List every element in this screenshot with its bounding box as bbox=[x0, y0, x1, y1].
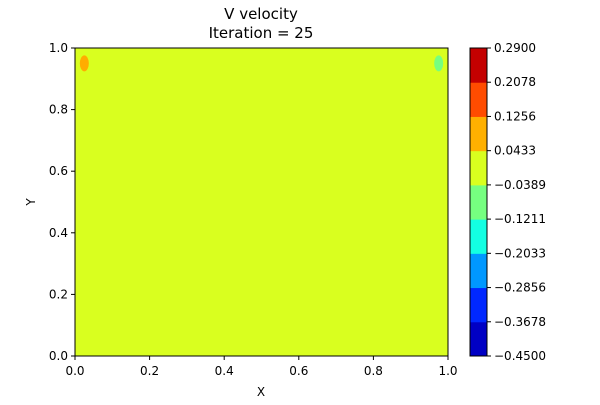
colorbar-tick-label: −0.2856 bbox=[494, 281, 546, 295]
y-tick-label: 0.8 bbox=[49, 103, 68, 117]
chart-title: V velocity bbox=[224, 5, 298, 23]
y-tick-label: 1.0 bbox=[49, 41, 68, 55]
colorbar-segment bbox=[470, 48, 487, 83]
x-tick-label: 1.0 bbox=[438, 364, 457, 378]
colorbar-segment bbox=[470, 82, 487, 117]
y-axis-label: Y bbox=[24, 198, 38, 207]
contour-feature-1 bbox=[434, 55, 444, 72]
colorbar-segment bbox=[470, 321, 487, 357]
y-tick-label: 0.0 bbox=[49, 349, 68, 363]
colorbar-segment bbox=[470, 184, 487, 220]
contour-feature-0 bbox=[79, 55, 89, 72]
colorbar-frame bbox=[469, 47, 488, 357]
colorbar-segment bbox=[470, 253, 487, 289]
colorbar-segment bbox=[470, 116, 487, 152]
colorbar-tick-label: −0.3678 bbox=[494, 315, 546, 329]
y-axis: 0.0 0.2 0.4 0.6 0.8 1.0 bbox=[49, 41, 75, 363]
x-axis: 0.0 0.2 0.4 0.6 0.8 1.0 bbox=[65, 356, 458, 378]
colorbar-tick-label: 0.1256 bbox=[494, 109, 536, 123]
colorbar-segment bbox=[470, 219, 487, 254]
colorbar-segment bbox=[470, 150, 487, 186]
colorbar-tick-label: 0.2900 bbox=[494, 41, 536, 55]
colorbar-tick-label: −0.0389 bbox=[494, 178, 546, 192]
colorbar: −0.4500 −0.3678 −0.2856 −0.2033 −0.1211 −0.03… bbox=[469, 41, 546, 363]
colorbar-tick-label: −0.1211 bbox=[494, 212, 546, 226]
y-tick-label: 0.4 bbox=[49, 226, 68, 240]
x-tick-label: 0.2 bbox=[140, 364, 159, 378]
x-tick-label: 0.6 bbox=[289, 364, 308, 378]
colorbar-tick-label: −0.4500 bbox=[494, 349, 546, 363]
contour-features bbox=[79, 55, 444, 72]
colorbar-tick-label: 0.2078 bbox=[494, 75, 536, 89]
colorbar-tick-label: −0.2033 bbox=[494, 246, 546, 260]
x-tick-label: 0.4 bbox=[215, 364, 234, 378]
x-axis-label: X bbox=[257, 385, 265, 399]
colorbar-tick-label: 0.0433 bbox=[494, 144, 536, 158]
x-tick-label: 0.0 bbox=[65, 364, 84, 378]
colorbar-segment bbox=[470, 287, 487, 323]
plot-frame bbox=[74, 47, 449, 357]
x-tick-label: 0.8 bbox=[364, 364, 383, 378]
y-tick-label: 0.6 bbox=[49, 164, 68, 178]
plot-field-background bbox=[75, 48, 448, 356]
y-tick-label: 0.2 bbox=[49, 287, 68, 301]
chart-subtitle: Iteration = 25 bbox=[209, 24, 314, 42]
